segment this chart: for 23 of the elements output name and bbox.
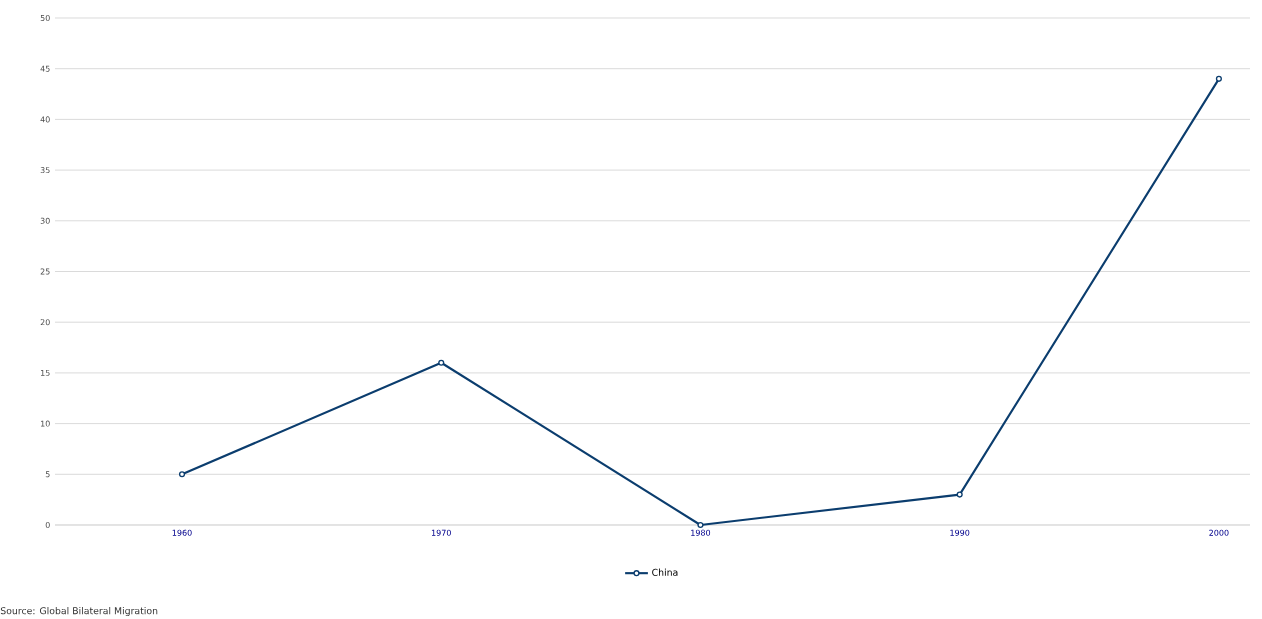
- source-note: Source: Global Bilateral Migration: [0, 607, 158, 617]
- point: [956, 491, 963, 498]
- y-tick-label: 0: [45, 521, 50, 529]
- x-tick-label: 2000: [1209, 529, 1229, 536]
- y-tick-label: 10: [41, 420, 50, 427]
- legend-label: China: [652, 568, 678, 576]
- y-tick-label: 50: [40, 14, 50, 22]
- y-tick-label: 20: [40, 319, 50, 326]
- y-tick-label: 15: [41, 369, 50, 376]
- point: [1215, 75, 1222, 82]
- y-tick-label: 40: [40, 116, 50, 123]
- y-tick-label: 45: [40, 65, 50, 72]
- y-tick-label: 5: [45, 471, 50, 478]
- x-tick-label: 1970: [431, 529, 451, 536]
- y-tick-label: 30: [40, 217, 50, 224]
- point: [438, 359, 445, 366]
- x-tick-label: 1980: [691, 529, 711, 536]
- point: [697, 521, 704, 529]
- y-tick-label: 25: [40, 268, 50, 275]
- y-tick-label: 35: [40, 167, 50, 174]
- point: [178, 471, 186, 478]
- x-tick-label: 1990: [950, 529, 970, 536]
- x-tick-label: 1960: [172, 529, 192, 536]
